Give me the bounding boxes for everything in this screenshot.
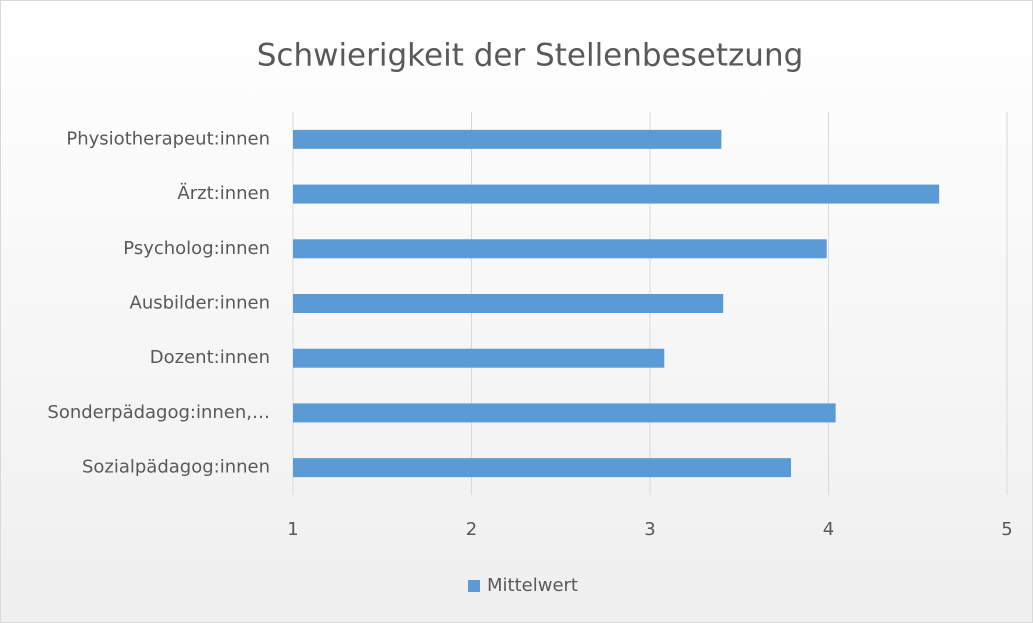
y-tick-label: Physiotherapeut:innen bbox=[66, 128, 270, 149]
y-tick-label: Ärzt:innen bbox=[177, 183, 270, 204]
legend-swatch bbox=[468, 580, 480, 592]
bar bbox=[293, 403, 836, 423]
y-tick-label: Sozialpädagog:innen bbox=[82, 457, 270, 478]
bar bbox=[293, 129, 722, 149]
bar bbox=[293, 348, 665, 368]
y-tick-label: Ausbilder:innen bbox=[130, 293, 270, 314]
x-tick-label: 3 bbox=[644, 519, 655, 540]
bar bbox=[293, 184, 940, 204]
chart-title: Schwierigkeit der Stellenbesetzung bbox=[257, 38, 804, 74]
legend-label: Mittelwert bbox=[487, 575, 578, 596]
y-tick-label: Sonderpädagog:innen,… bbox=[47, 402, 270, 423]
bar bbox=[293, 239, 827, 259]
bar bbox=[293, 458, 792, 478]
y-tick-label: Dozent:innen bbox=[150, 347, 270, 368]
x-tick-label: 1 bbox=[287, 519, 298, 540]
x-tick-label: 5 bbox=[1001, 519, 1012, 540]
x-tick-label: 4 bbox=[823, 519, 834, 540]
y-tick-label: Psycholog:innen bbox=[123, 238, 270, 259]
bar bbox=[293, 294, 724, 313]
x-tick-label: 2 bbox=[466, 519, 477, 540]
